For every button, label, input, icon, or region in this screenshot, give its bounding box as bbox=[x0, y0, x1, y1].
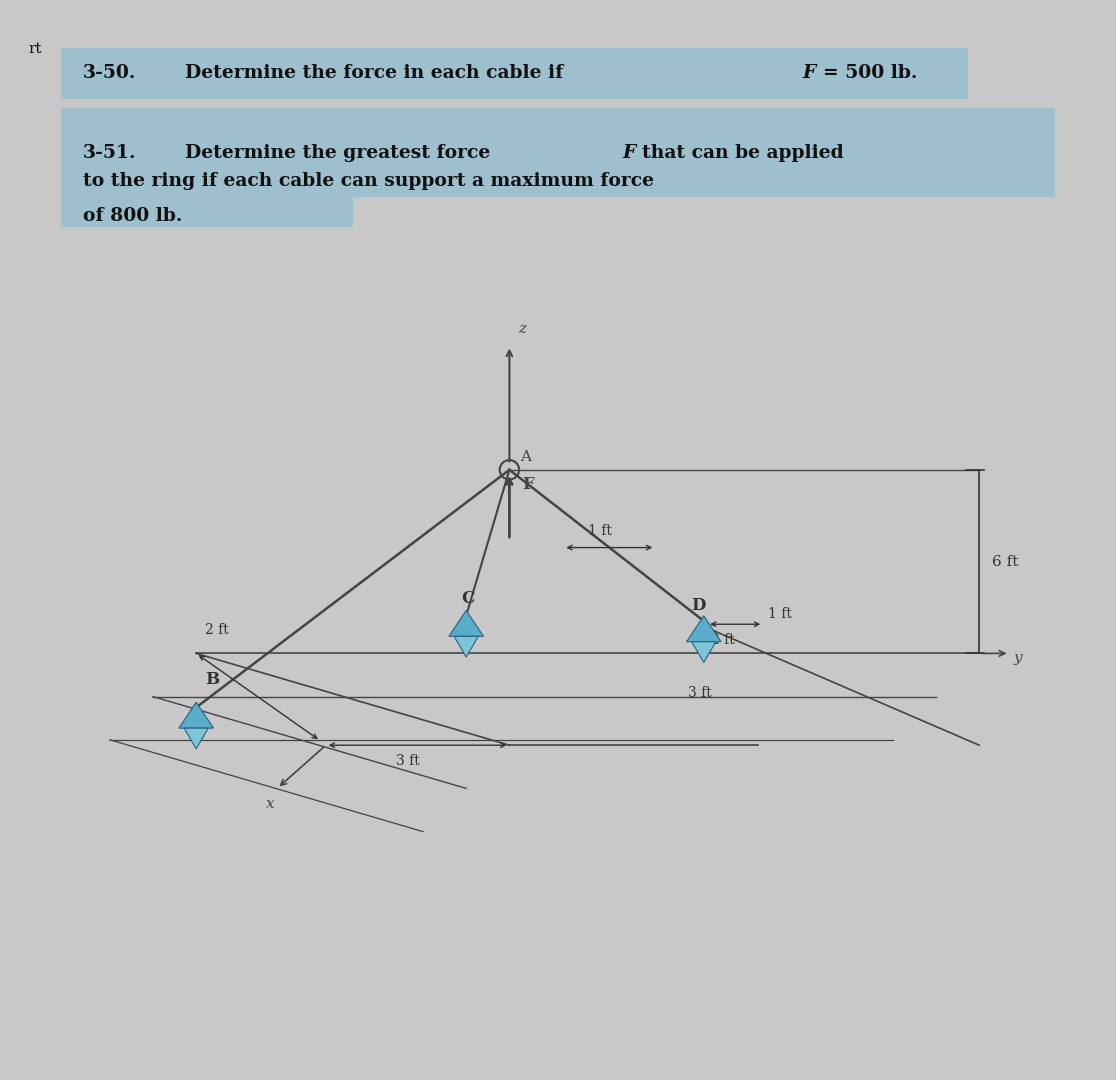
FancyBboxPatch shape bbox=[61, 108, 1055, 197]
Polygon shape bbox=[179, 702, 213, 728]
Text: Determine the force in each cable if: Determine the force in each cable if bbox=[185, 65, 564, 82]
Text: 1 ft: 1 ft bbox=[768, 607, 791, 621]
Text: rt: rt bbox=[29, 42, 42, 55]
Polygon shape bbox=[692, 642, 715, 662]
Text: y: y bbox=[1013, 651, 1022, 665]
Text: z: z bbox=[518, 322, 526, 336]
Text: 3-50.: 3-50. bbox=[83, 65, 136, 82]
Polygon shape bbox=[184, 728, 209, 748]
Text: that can be applied: that can be applied bbox=[642, 145, 844, 162]
Text: of 800 lb.: of 800 lb. bbox=[83, 207, 182, 225]
Text: 3 ft: 3 ft bbox=[687, 686, 711, 700]
Text: to the ring if each cable can support a maximum force: to the ring if each cable can support a … bbox=[83, 173, 654, 190]
Text: B: B bbox=[205, 671, 219, 688]
Polygon shape bbox=[454, 636, 479, 657]
Text: D: D bbox=[691, 597, 705, 615]
Text: A: A bbox=[520, 450, 531, 464]
Text: 3 ft: 3 ft bbox=[396, 754, 420, 768]
Text: 6 ft: 6 ft bbox=[992, 555, 1019, 568]
Text: x: x bbox=[267, 797, 275, 811]
Text: C: C bbox=[461, 590, 474, 607]
Text: 1 ft: 1 ft bbox=[588, 524, 612, 538]
Text: = 500 lb.: = 500 lb. bbox=[822, 65, 917, 82]
Text: F: F bbox=[623, 145, 636, 162]
Text: 2 ft: 2 ft bbox=[205, 623, 229, 637]
FancyBboxPatch shape bbox=[18, 0, 1098, 1080]
FancyBboxPatch shape bbox=[61, 197, 353, 227]
Polygon shape bbox=[686, 616, 721, 642]
FancyBboxPatch shape bbox=[61, 48, 969, 99]
Text: F: F bbox=[802, 65, 816, 82]
Text: F: F bbox=[522, 475, 535, 492]
Text: 3-51.: 3-51. bbox=[83, 145, 136, 162]
Text: 2 ft: 2 ft bbox=[711, 633, 735, 647]
Text: Determine the greatest force: Determine the greatest force bbox=[185, 145, 491, 162]
Polygon shape bbox=[449, 610, 483, 636]
